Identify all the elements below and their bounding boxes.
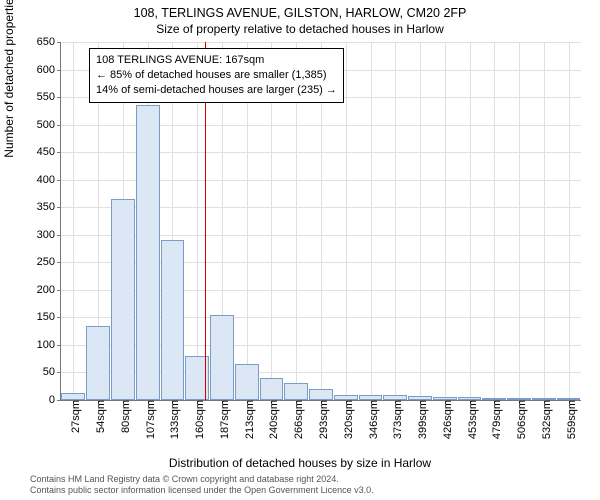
xtick-label: 80sqm xyxy=(114,400,132,433)
footer-line: Contains public sector information licen… xyxy=(30,485,600,496)
histogram-bar xyxy=(408,396,432,400)
gridline-v xyxy=(569,42,570,400)
histogram-bar xyxy=(309,389,333,400)
histogram-bar xyxy=(210,315,234,400)
xtick-label: 293sqm xyxy=(312,400,330,439)
histogram-bar xyxy=(334,395,358,401)
ytick-label: 300 xyxy=(37,229,61,241)
annotation-box: 108 TERLINGS AVENUE: 167sqm← 85% of deta… xyxy=(89,48,344,103)
xtick-label: 559sqm xyxy=(560,400,578,439)
histogram-bar xyxy=(260,378,284,400)
gridline-v xyxy=(371,42,372,400)
histogram-bar xyxy=(235,364,259,400)
xtick-label: 320sqm xyxy=(337,400,355,439)
gridline-v xyxy=(544,42,545,400)
histogram-bar xyxy=(136,105,160,400)
gridline-v xyxy=(395,42,396,400)
gridline-v xyxy=(494,42,495,400)
ytick-label: 250 xyxy=(37,256,61,268)
ytick-label: 0 xyxy=(49,394,61,406)
plot-area: 0501001502002503003504004505005506006502… xyxy=(60,42,581,401)
xtick-label: 187sqm xyxy=(213,400,231,439)
ytick-label: 450 xyxy=(37,146,61,158)
xtick-label: 532sqm xyxy=(535,400,553,439)
footer-attribution: Contains HM Land Registry data © Crown c… xyxy=(0,474,600,497)
ytick-label: 550 xyxy=(37,91,61,103)
annotation-line: 14% of semi-detached houses are larger (… xyxy=(96,83,337,98)
xtick-label: 453sqm xyxy=(461,400,479,439)
histogram-bar xyxy=(532,398,556,400)
gridline-v xyxy=(420,42,421,400)
histogram-bar xyxy=(86,326,110,400)
xtick-label: 107sqm xyxy=(139,400,157,439)
xtick-label: 54sqm xyxy=(89,400,107,433)
histogram-bar xyxy=(507,398,531,400)
histogram-bar xyxy=(458,397,482,400)
histogram-bar xyxy=(557,398,581,400)
gridline-v xyxy=(445,42,446,400)
ytick-label: 200 xyxy=(37,284,61,296)
xtick-label: 133sqm xyxy=(163,400,181,439)
gridline-v xyxy=(470,42,471,400)
xtick-label: 240sqm xyxy=(262,400,280,439)
histogram-bar xyxy=(482,398,506,400)
xtick-label: 160sqm xyxy=(188,400,206,439)
histogram-bar xyxy=(433,397,457,400)
annotation-line: 108 TERLINGS AVENUE: 167sqm xyxy=(96,53,337,68)
ytick-label: 400 xyxy=(37,174,61,186)
xtick-label: 213sqm xyxy=(238,400,256,439)
annotation-line: ← 85% of detached houses are smaller (1,… xyxy=(96,68,337,83)
ytick-label: 100 xyxy=(37,339,61,351)
histogram-bar xyxy=(61,393,85,400)
ytick-label: 600 xyxy=(37,64,61,76)
xtick-label: 399sqm xyxy=(411,400,429,439)
x-axis-label: Distribution of detached houses by size … xyxy=(0,456,600,470)
xtick-label: 506sqm xyxy=(510,400,528,439)
title-main: 108, TERLINGS AVENUE, GILSTON, HARLOW, C… xyxy=(0,6,600,20)
ytick-label: 500 xyxy=(37,119,61,131)
ytick-label: 150 xyxy=(37,311,61,323)
histogram-bar xyxy=(383,395,407,401)
histogram-bar xyxy=(284,383,308,400)
ytick-label: 350 xyxy=(37,201,61,213)
histogram-bar xyxy=(161,240,185,400)
y-axis-label: Number of detached properties xyxy=(2,0,16,205)
gridline-v xyxy=(346,42,347,400)
ytick-label: 650 xyxy=(37,36,61,48)
xtick-label: 479sqm xyxy=(485,400,503,439)
gridline-v xyxy=(73,42,74,400)
histogram-bar xyxy=(359,395,383,401)
xtick-label: 346sqm xyxy=(362,400,380,439)
ytick-label: 50 xyxy=(43,366,61,378)
gridline-v xyxy=(519,42,520,400)
xtick-label: 266sqm xyxy=(287,400,305,439)
histogram-bar xyxy=(111,199,135,400)
title-sub: Size of property relative to detached ho… xyxy=(0,22,600,36)
footer-line: Contains HM Land Registry data © Crown c… xyxy=(30,474,600,485)
chart-container: 108, TERLINGS AVENUE, GILSTON, HARLOW, C… xyxy=(0,0,600,500)
xtick-label: 426sqm xyxy=(436,400,454,439)
xtick-label: 27sqm xyxy=(64,400,82,433)
xtick-label: 373sqm xyxy=(386,400,404,439)
